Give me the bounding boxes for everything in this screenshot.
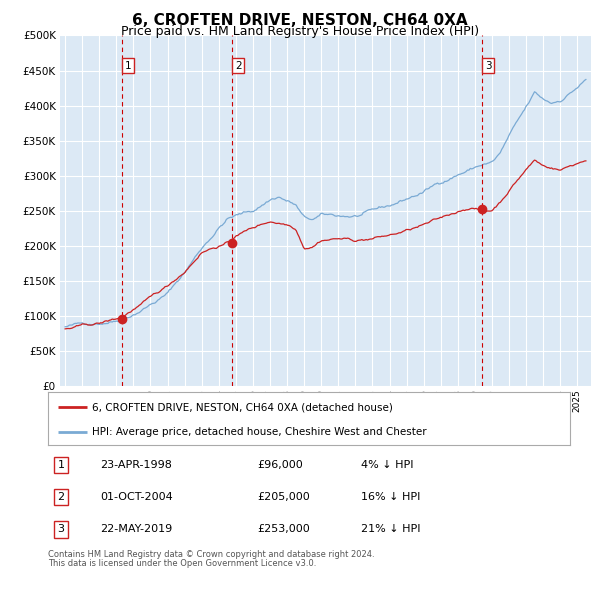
Text: Price paid vs. HM Land Registry's House Price Index (HPI): Price paid vs. HM Land Registry's House …: [121, 25, 479, 38]
Text: 2: 2: [58, 492, 65, 502]
Text: 23-APR-1998: 23-APR-1998: [100, 460, 172, 470]
Text: 2: 2: [235, 61, 242, 71]
Text: 3: 3: [58, 524, 65, 534]
Text: 6, CROFTEN DRIVE, NESTON, CH64 0XA (detached house): 6, CROFTEN DRIVE, NESTON, CH64 0XA (deta…: [92, 402, 393, 412]
Text: HPI: Average price, detached house, Cheshire West and Chester: HPI: Average price, detached house, Ches…: [92, 427, 427, 437]
Text: £96,000: £96,000: [257, 460, 302, 470]
Text: 6, CROFTEN DRIVE, NESTON, CH64 0XA: 6, CROFTEN DRIVE, NESTON, CH64 0XA: [132, 13, 468, 28]
Text: 01-OCT-2004: 01-OCT-2004: [100, 492, 173, 502]
Text: 3: 3: [485, 61, 491, 71]
Text: 1: 1: [125, 61, 131, 71]
Text: £205,000: £205,000: [257, 492, 310, 502]
Text: 22-MAY-2019: 22-MAY-2019: [100, 524, 172, 534]
Text: £253,000: £253,000: [257, 524, 310, 534]
Text: 1: 1: [58, 460, 65, 470]
Text: 16% ↓ HPI: 16% ↓ HPI: [361, 492, 421, 502]
Text: Contains HM Land Registry data © Crown copyright and database right 2024.: Contains HM Land Registry data © Crown c…: [48, 550, 374, 559]
Text: 4% ↓ HPI: 4% ↓ HPI: [361, 460, 414, 470]
Text: 21% ↓ HPI: 21% ↓ HPI: [361, 524, 421, 534]
Text: This data is licensed under the Open Government Licence v3.0.: This data is licensed under the Open Gov…: [48, 559, 316, 568]
